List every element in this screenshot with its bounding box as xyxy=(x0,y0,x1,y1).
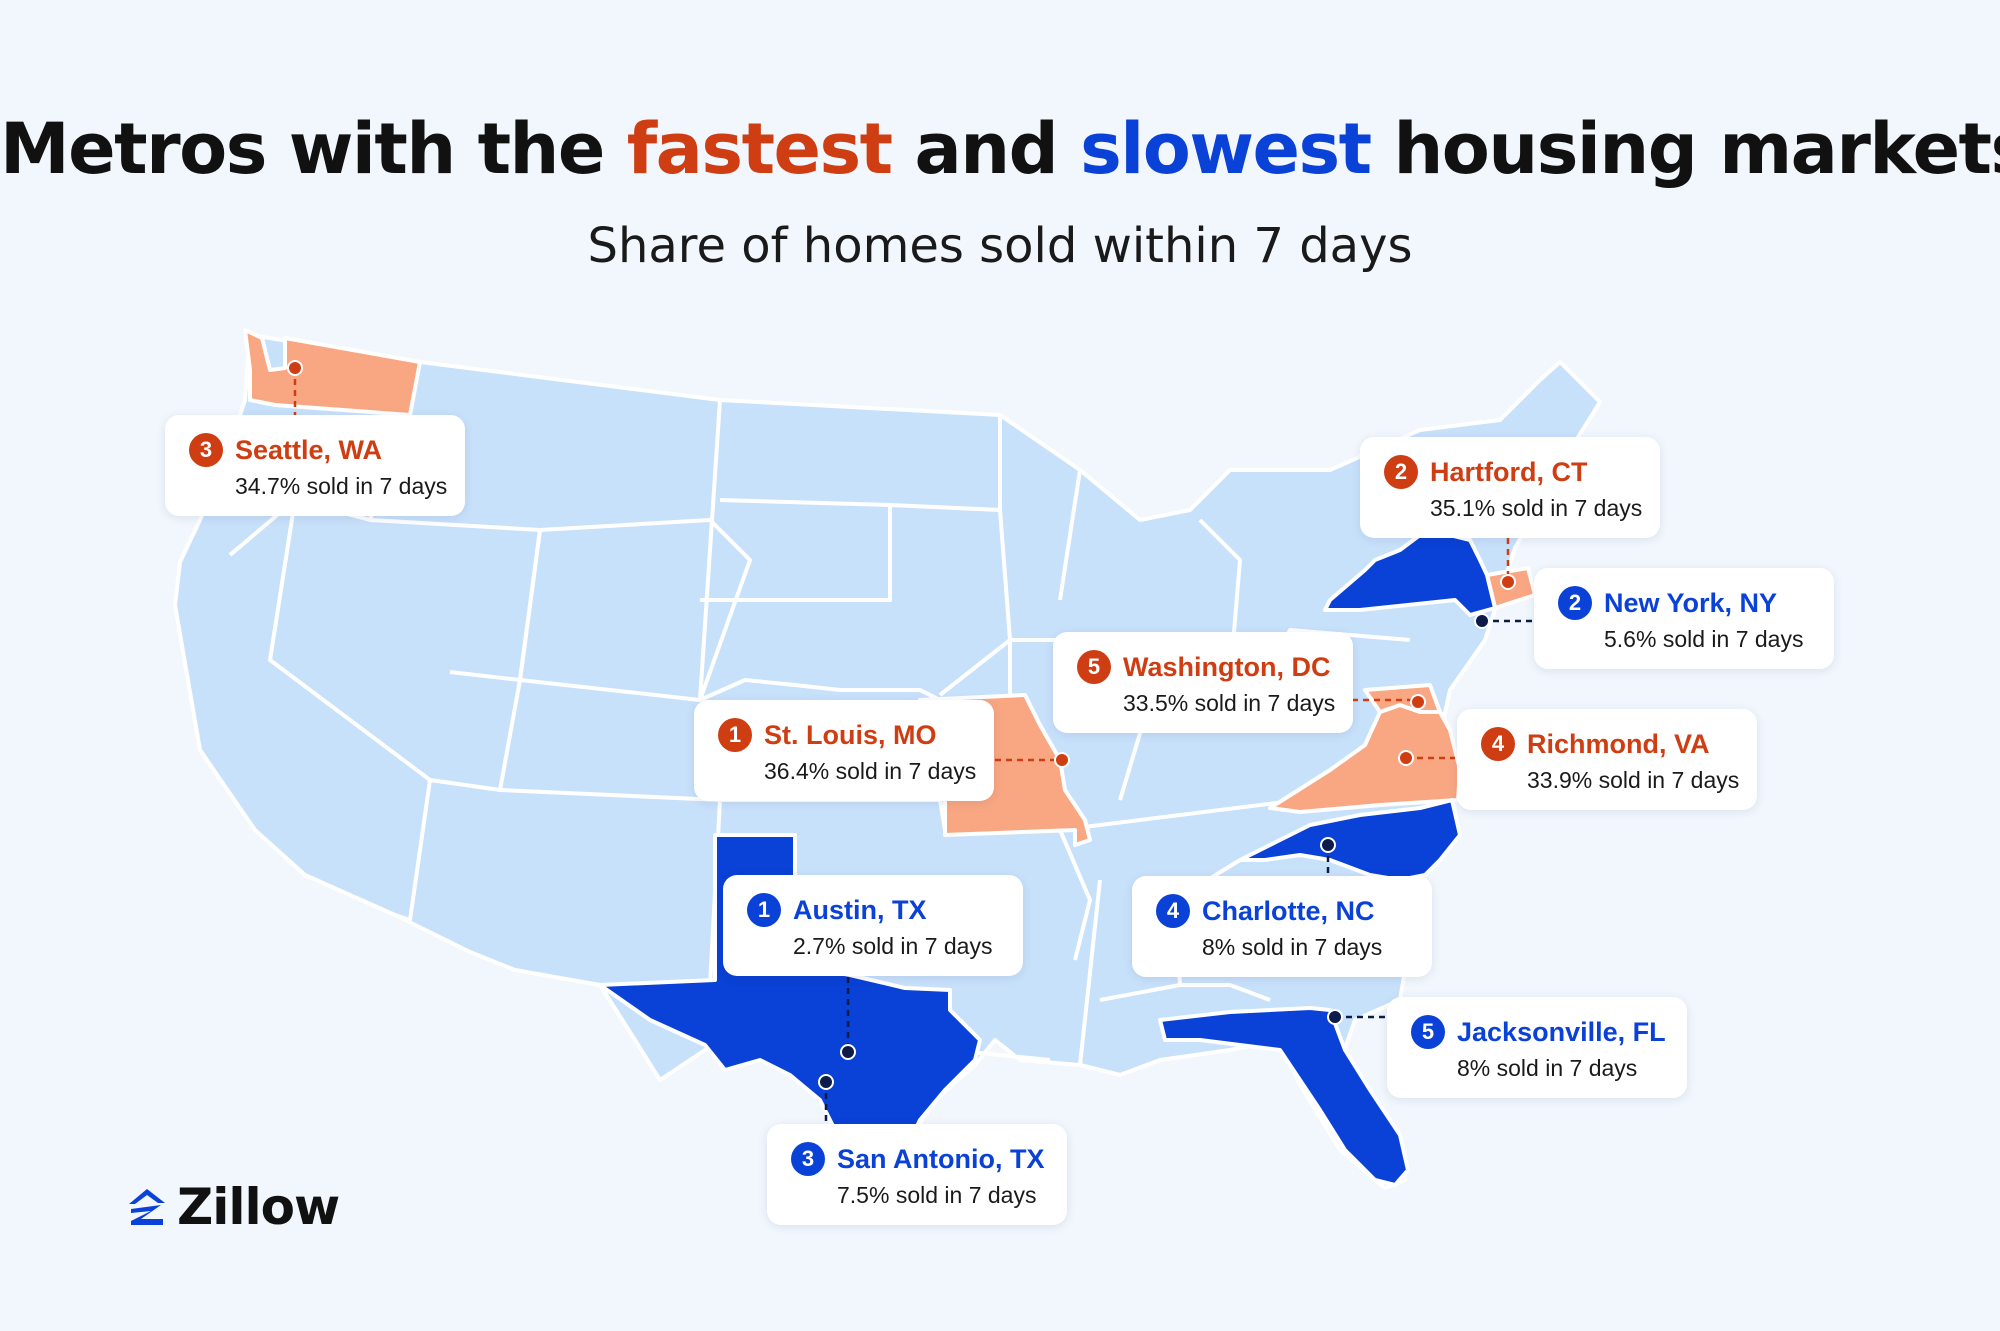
rank-badge: 5 xyxy=(1411,1015,1445,1049)
metro-stat: 33.9% sold in 7 days xyxy=(1527,767,1740,793)
metro-card-jacksonville: 5 Jacksonville, FL 8% sold in 7 days xyxy=(1387,997,1687,1098)
chart-title: Metros with the fastest and slowest hous… xyxy=(0,108,2000,190)
metro-name: St. Louis, MO xyxy=(764,719,937,750)
metro-name: Hartford, CT xyxy=(1430,456,1588,487)
metro-card-st-louis: 1 St. Louis, MO 36.4% sold in 7 days xyxy=(694,700,994,801)
metro-stat: 36.4% sold in 7 days xyxy=(764,758,977,784)
state-maryland xyxy=(1363,683,1442,714)
dot-austin xyxy=(840,1044,856,1060)
dot-charlotte xyxy=(1320,837,1336,853)
metro-stat: 5.6% sold in 7 days xyxy=(1604,626,1804,652)
metro-name: Austin, TX xyxy=(793,894,927,925)
rank-badge: 5 xyxy=(1077,650,1111,684)
metro-card-san-antonio: 3 San Antonio, TX 7.5% sold in 7 days xyxy=(767,1124,1067,1225)
state-north-carolina xyxy=(1238,798,1462,882)
metro-card-hartford: 2 Hartford, CT 35.1% sold in 7 days xyxy=(1360,437,1660,538)
rank-badge: 2 xyxy=(1558,586,1592,620)
metro-name: Washington, DC xyxy=(1123,651,1331,682)
chart-subtitle: Share of homes sold within 7 days xyxy=(587,218,1413,274)
state-new-york xyxy=(1323,533,1497,617)
title-slowest-word: slowest xyxy=(1080,108,1372,190)
metro-name: San Antonio, TX xyxy=(837,1143,1045,1174)
dot-richmond xyxy=(1398,750,1414,766)
metro-card-new-york: 2 New York, NY 5.6% sold in 7 days xyxy=(1534,568,1834,669)
state-washington xyxy=(243,328,422,417)
state-virginia xyxy=(1268,693,1462,814)
metro-stat: 33.5% sold in 7 days xyxy=(1123,690,1336,716)
metro-card-charlotte: 4 Charlotte, NC 8% sold in 7 days xyxy=(1132,876,1432,977)
metro-card-washington-dc: 5 Washington, DC 33.5% sold in 7 days xyxy=(1053,632,1353,733)
state-florida xyxy=(1158,1006,1410,1187)
zillow-z-icon xyxy=(129,1189,165,1225)
dot-seattle xyxy=(287,360,303,376)
dot-san-antonio xyxy=(818,1074,834,1090)
dot-hartford xyxy=(1500,574,1516,590)
rank-badge: 1 xyxy=(747,893,781,927)
rank-badge: 4 xyxy=(1156,894,1190,928)
rank-badge: 3 xyxy=(791,1142,825,1176)
metro-name: Richmond, VA xyxy=(1527,728,1710,759)
metro-name: Charlotte, NC xyxy=(1202,895,1375,926)
metro-stat: 8% sold in 7 days xyxy=(1457,1055,1638,1081)
metro-card-seattle: 3 Seattle, WA 34.7% sold in 7 days xyxy=(165,415,465,516)
metro-card-richmond: 4 Richmond, VA 33.9% sold in 7 days xyxy=(1457,709,1757,810)
metro-name: Seattle, WA xyxy=(235,434,383,465)
metro-stat: 2.7% sold in 7 days xyxy=(793,933,993,959)
dot-jacksonville xyxy=(1327,1009,1343,1025)
metro-name: Jacksonville, FL xyxy=(1457,1016,1666,1047)
logo-text: Zillow xyxy=(177,1178,340,1236)
metro-name: New York, NY xyxy=(1604,587,1778,618)
rank-badge: 4 xyxy=(1481,727,1515,761)
dot-st-louis xyxy=(1054,752,1070,768)
title-fastest-word: fastest xyxy=(626,108,893,190)
metro-stat: 34.7% sold in 7 days xyxy=(235,473,448,499)
dot-washington-dc xyxy=(1410,694,1426,710)
zillow-logo: Zillow xyxy=(125,1178,340,1236)
rank-badge: 3 xyxy=(189,433,223,467)
metro-card-austin: 1 Austin, TX 2.7% sold in 7 days xyxy=(723,875,1023,976)
rank-badge: 2 xyxy=(1384,455,1418,489)
metro-stat: 7.5% sold in 7 days xyxy=(837,1182,1037,1208)
rank-badge: 1 xyxy=(718,718,752,752)
metro-stat: 8% sold in 7 days xyxy=(1202,934,1383,960)
metro-stat: 35.1% sold in 7 days xyxy=(1430,495,1643,521)
dot-new-york xyxy=(1474,613,1490,629)
